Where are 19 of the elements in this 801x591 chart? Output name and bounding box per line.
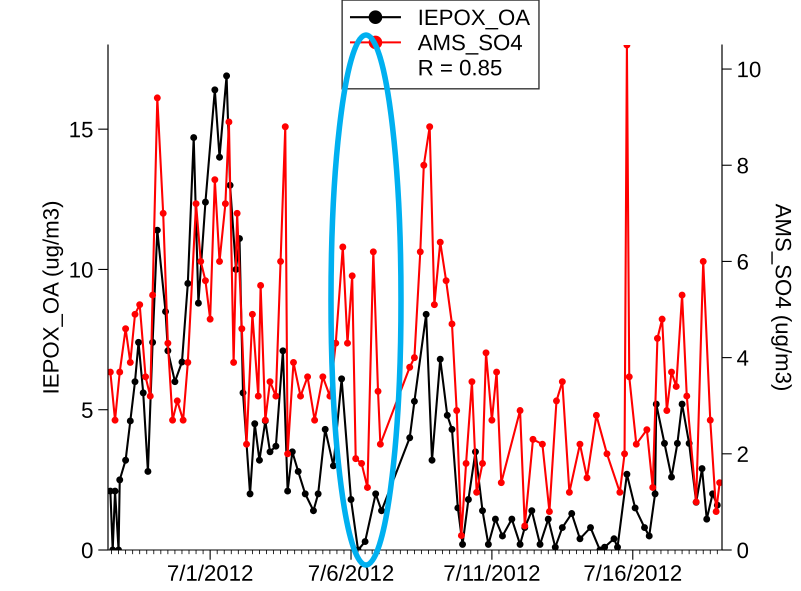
y2-tick-label: 4 xyxy=(737,350,748,366)
x-tick-label: 7/11/2012 xyxy=(444,564,540,581)
y2-tick-label: 0 xyxy=(737,542,748,558)
annotation: R = 0.85 xyxy=(420,60,502,76)
x-tick-label: 7/1/2012 xyxy=(168,564,252,581)
x-tick-label: 7/6/2012 xyxy=(308,564,394,581)
legend-label: IEPOX_OA xyxy=(420,9,530,30)
x-tick-label: 7/16/2012 xyxy=(584,564,682,581)
y-tick-label: 5 xyxy=(82,402,92,418)
y-axis-title: IEPOX_OA (ug/m3) xyxy=(42,202,64,392)
y2-tick-label: 8 xyxy=(738,158,748,174)
y2-tick-label: 6 xyxy=(738,254,748,270)
y2-axis-title: AMS_SO4 (ug/m3) xyxy=(771,204,792,390)
legend-label: AMS_SO4 xyxy=(418,34,522,55)
y-tick-label: 0 xyxy=(82,542,93,558)
y-tick-label: 10 xyxy=(70,262,93,278)
y2-tick-label: 10 xyxy=(738,62,760,78)
y-tick-label: 15 xyxy=(70,122,92,138)
y2-tick-label: 2 xyxy=(738,446,748,462)
